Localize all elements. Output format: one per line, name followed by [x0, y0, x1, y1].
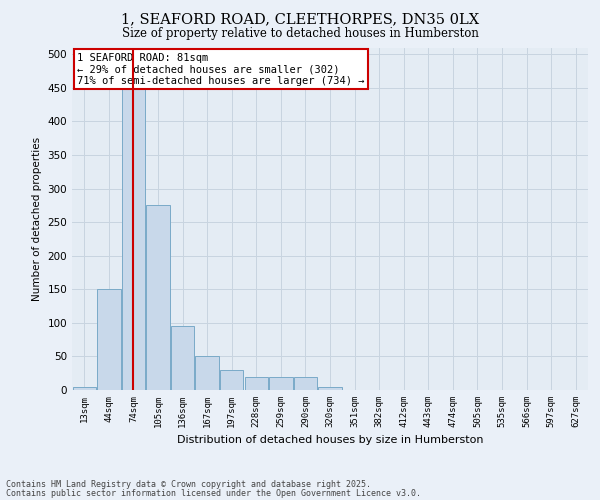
Bar: [97, 290, 121, 390]
Bar: [294, 376, 317, 390]
Bar: [73, 386, 96, 390]
Y-axis label: Number of detached properties: Number of detached properties: [32, 136, 42, 301]
Bar: [171, 326, 194, 390]
Text: Size of property relative to detached houses in Humberston: Size of property relative to detached ho…: [122, 28, 478, 40]
Text: Contains public sector information licensed under the Open Government Licence v3: Contains public sector information licen…: [6, 488, 421, 498]
Bar: [146, 206, 170, 390]
Bar: [196, 356, 219, 390]
Text: 1 SEAFORD ROAD: 81sqm
← 29% of detached houses are smaller (302)
71% of semi-det: 1 SEAFORD ROAD: 81sqm ← 29% of detached …: [77, 52, 365, 86]
Bar: [319, 386, 341, 390]
Bar: [220, 370, 244, 390]
Text: Contains HM Land Registry data © Crown copyright and database right 2025.: Contains HM Land Registry data © Crown c…: [6, 480, 371, 489]
Text: 1, SEAFORD ROAD, CLEETHORPES, DN35 0LX: 1, SEAFORD ROAD, CLEETHORPES, DN35 0LX: [121, 12, 479, 26]
X-axis label: Distribution of detached houses by size in Humberston: Distribution of detached houses by size …: [177, 436, 483, 446]
Bar: [122, 81, 145, 390]
Bar: [269, 376, 293, 390]
Bar: [245, 376, 268, 390]
